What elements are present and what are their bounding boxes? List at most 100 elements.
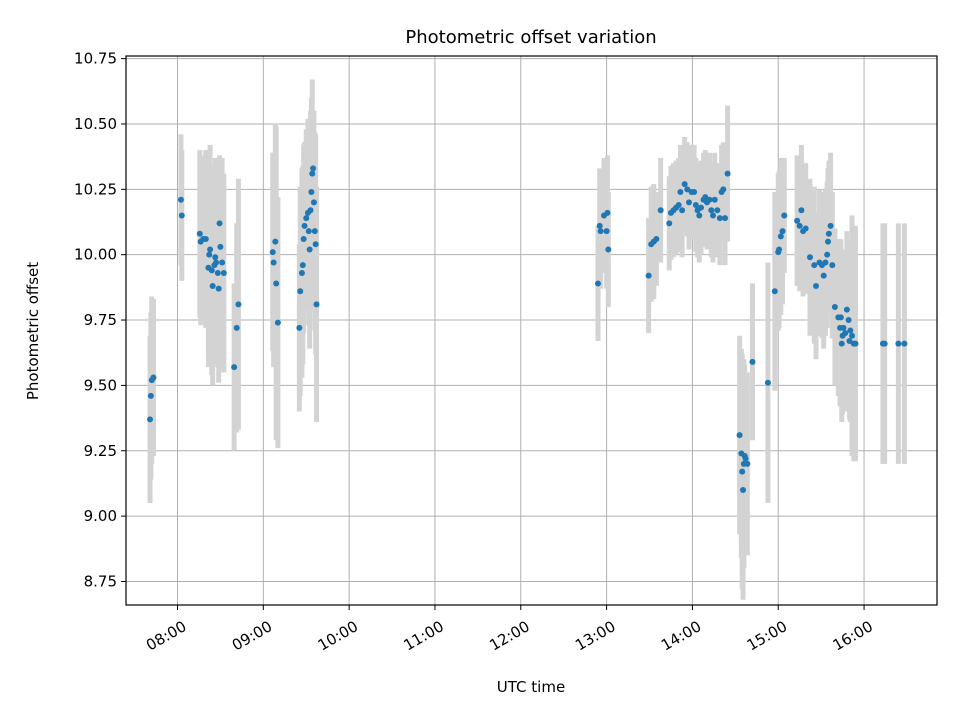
data-point [657, 207, 664, 214]
data-point [653, 236, 660, 242]
data-point [794, 217, 801, 224]
data-point [273, 280, 280, 287]
data-point [806, 254, 813, 261]
y-tick-label: 10.00 [74, 246, 117, 264]
data-point [849, 332, 856, 339]
x-axis-label: UTC time [497, 678, 565, 696]
data-point [764, 379, 771, 386]
data-point [150, 374, 157, 381]
data-point [207, 246, 214, 253]
data-point [215, 285, 222, 292]
data-point [827, 222, 834, 229]
data-point [306, 246, 313, 253]
data-point [901, 340, 908, 347]
data-point [736, 432, 743, 439]
data-point [739, 468, 746, 475]
data-point [206, 251, 213, 258]
data-point [822, 259, 829, 266]
data-point [196, 230, 203, 237]
data-point [216, 220, 223, 227]
data-point [596, 222, 603, 229]
data-point [311, 228, 318, 235]
data-point [212, 254, 219, 261]
data-point [706, 196, 713, 203]
data-point [235, 301, 242, 308]
data-point [708, 207, 715, 214]
data-point [233, 324, 240, 331]
y-tick-label: 9.00 [84, 507, 117, 525]
data-point [681, 181, 688, 188]
y-tick-label: 9.50 [84, 376, 117, 394]
data-point [219, 259, 226, 266]
data-point [798, 207, 805, 214]
data-point [781, 212, 788, 219]
data-point [824, 251, 831, 258]
y-tick-label: 10.25 [74, 180, 117, 198]
data-point [677, 188, 684, 195]
data-point [696, 212, 703, 219]
data-point [305, 228, 312, 235]
data-point [710, 212, 717, 219]
y-tick-label: 9.75 [84, 311, 117, 329]
data-point [307, 207, 314, 214]
data-point [597, 228, 604, 235]
y-axis-label: Photometric offset [24, 262, 42, 400]
y-tick-label: 8.75 [84, 572, 117, 590]
data-point [740, 486, 747, 493]
data-point [812, 283, 819, 290]
data-point [231, 364, 238, 371]
data-point [720, 186, 727, 193]
data-point [811, 262, 818, 269]
data-point [838, 340, 845, 347]
data-point [716, 215, 723, 222]
data-point [208, 267, 215, 274]
data-point [309, 170, 316, 177]
data-point [595, 280, 602, 287]
data-point [881, 340, 888, 347]
data-point [666, 220, 673, 227]
data-point [300, 236, 307, 242]
data-point [272, 238, 279, 245]
data-point [313, 301, 320, 308]
data-point [604, 209, 611, 216]
data-point [749, 358, 756, 365]
data-point [675, 202, 682, 209]
data-point [771, 288, 778, 295]
data-point [220, 269, 227, 276]
data-point [202, 236, 209, 242]
data-point [847, 327, 854, 334]
data-point [684, 186, 691, 193]
data-point [310, 165, 317, 172]
data-point [312, 241, 319, 248]
data-point [692, 202, 699, 209]
data-point [178, 212, 185, 219]
data-point [697, 204, 704, 211]
data-point [685, 199, 692, 206]
data-point [296, 324, 303, 331]
data-point [846, 337, 853, 344]
data-point [297, 288, 304, 295]
data-point [802, 225, 809, 232]
data-point [691, 188, 698, 195]
data-point [213, 259, 220, 266]
data-point [820, 272, 827, 279]
data-point [147, 416, 154, 423]
y-tick-label: 10.50 [74, 115, 117, 133]
data-point [742, 455, 749, 462]
data-point [299, 262, 306, 269]
data-point [845, 317, 852, 324]
data-point [702, 194, 709, 201]
data-point [825, 230, 832, 237]
data-point [840, 324, 847, 331]
data-point [724, 170, 731, 177]
data-point [303, 215, 310, 222]
data-point [603, 228, 610, 235]
data-point [310, 199, 317, 206]
data-point [722, 215, 729, 222]
y-tick-label: 10.75 [74, 50, 117, 68]
data-point [269, 249, 276, 256]
data-point [209, 283, 216, 290]
data-point [829, 262, 836, 269]
